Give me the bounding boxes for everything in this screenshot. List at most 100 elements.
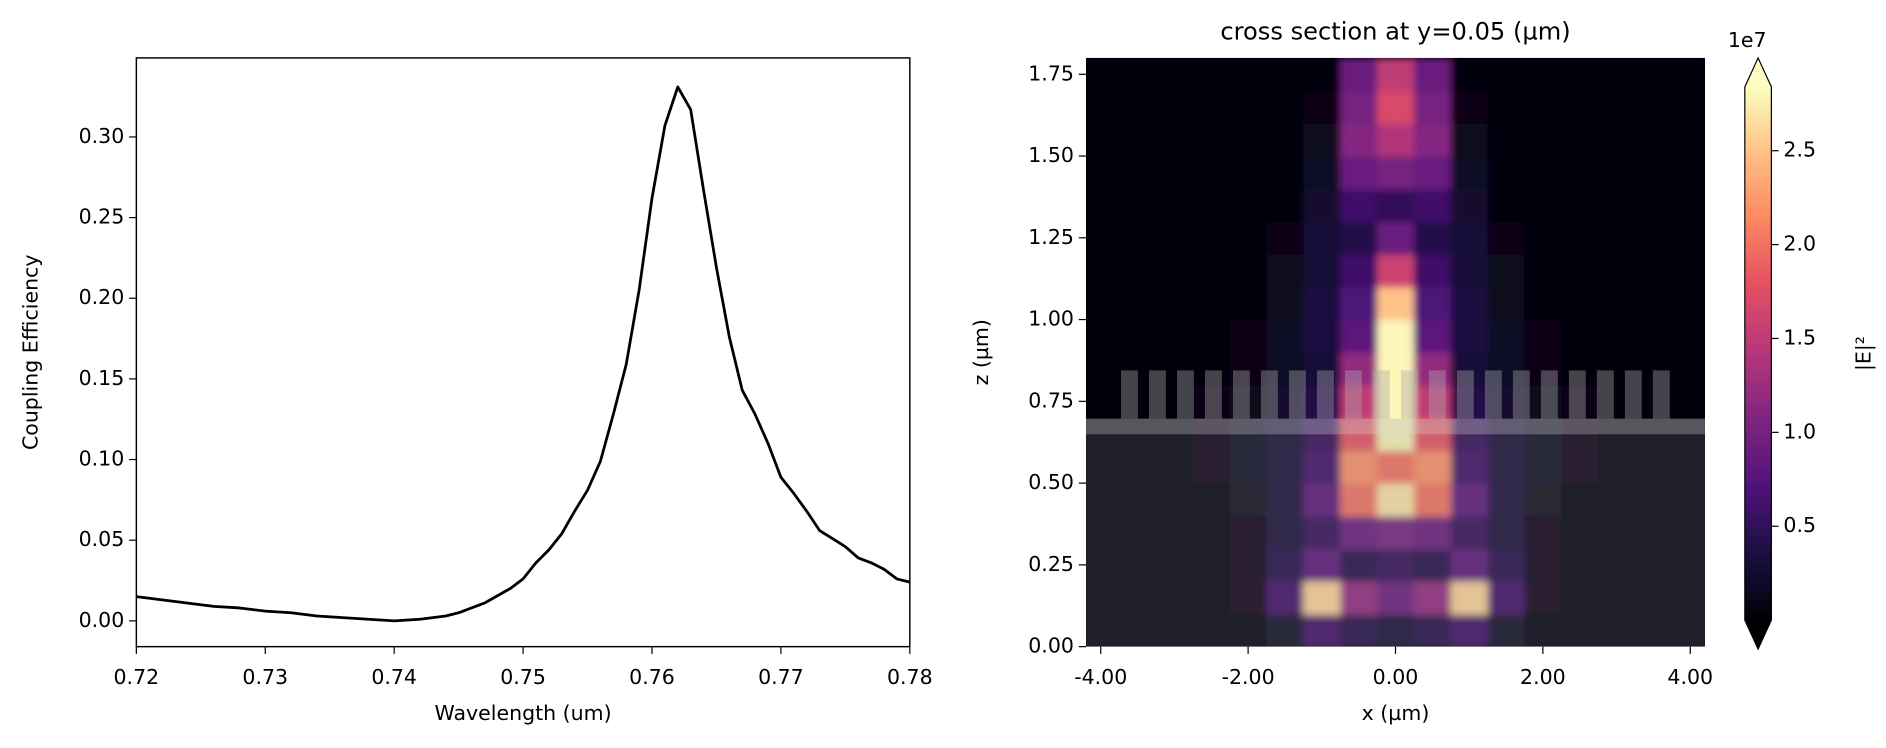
heat-cell xyxy=(1085,221,1120,255)
heat-cell xyxy=(1155,57,1194,92)
x-tick-label: 0.78 xyxy=(887,665,933,689)
colorbar-band xyxy=(1744,371,1772,377)
heat-cell xyxy=(1155,90,1194,124)
heat-cell xyxy=(1155,319,1194,353)
colorbar-band xyxy=(1744,437,1772,444)
heat-cell xyxy=(1634,123,1673,157)
heat-cell xyxy=(1119,515,1157,550)
heat-cell xyxy=(1303,286,1341,321)
heat-cell xyxy=(1119,319,1157,353)
heat-cell xyxy=(1561,613,1599,647)
colorbar-band xyxy=(1744,504,1772,510)
heat-cell xyxy=(1413,548,1452,582)
heat-cell xyxy=(1634,286,1673,321)
heat-cell xyxy=(1413,254,1452,288)
heat-cell xyxy=(1487,221,1526,255)
x-axis-label: Wavelength (um) xyxy=(435,701,612,725)
heat-cell xyxy=(1266,57,1304,92)
colorbar-band xyxy=(1744,397,1772,404)
heat-cell xyxy=(1340,156,1378,190)
colorbar-band xyxy=(1744,486,1772,492)
heat-cell xyxy=(1155,613,1194,647)
colorbar-band xyxy=(1744,295,1772,301)
grating-tooth xyxy=(1288,370,1306,419)
y-tick-label: 0.00 xyxy=(1028,634,1074,658)
heat-cell xyxy=(1487,352,1526,386)
heat-cell xyxy=(1229,57,1268,92)
colorbar-tick-label: 1.5 xyxy=(1783,325,1816,349)
colorbar-band xyxy=(1744,189,1772,195)
heat-cell xyxy=(1229,352,1268,386)
heat-cell xyxy=(1671,188,1706,223)
colorbar-band xyxy=(1744,300,1772,306)
colorbar-band xyxy=(1744,277,1772,284)
colorbar-band xyxy=(1744,389,1772,395)
heat-cell xyxy=(1450,90,1489,124)
heat-cell xyxy=(1413,515,1452,550)
heat-cell xyxy=(1085,450,1120,484)
heat-cell xyxy=(1340,286,1378,321)
heat-cell xyxy=(1524,254,1562,288)
colorbar-band xyxy=(1744,340,1772,346)
heat-cell xyxy=(1598,548,1636,582)
colorbar-band xyxy=(1744,202,1772,208)
heat-cell xyxy=(1561,515,1599,550)
heat-cell xyxy=(1119,581,1157,615)
grating-tooth xyxy=(1148,370,1166,419)
line xyxy=(136,85,911,623)
heat-cell xyxy=(1487,319,1526,353)
heat-cell xyxy=(1524,417,1562,452)
colorbar-band xyxy=(1744,584,1772,590)
heat-cell xyxy=(1671,613,1706,647)
heat-cell xyxy=(1598,450,1636,484)
grating-tooth xyxy=(1540,370,1558,419)
heat-cell xyxy=(1340,57,1378,92)
grating-tooth xyxy=(1400,370,1418,419)
colorbar-band xyxy=(1744,171,1772,177)
colorbar-band xyxy=(1744,149,1772,155)
heat-cell xyxy=(1450,352,1489,386)
heat-cell xyxy=(1413,156,1452,190)
heat-cell xyxy=(1303,57,1341,92)
heat-cell xyxy=(1671,57,1706,92)
heat-cell xyxy=(1450,319,1489,353)
heat-cell xyxy=(1340,581,1378,615)
colorbar-band xyxy=(1744,175,1772,181)
colorbar-band xyxy=(1744,322,1772,328)
colorbar-band xyxy=(1744,589,1772,595)
colorbar-band xyxy=(1744,117,1772,124)
y-tick-label: 0.20 xyxy=(79,285,125,309)
heat-cell xyxy=(1229,450,1268,484)
heat-cell xyxy=(1266,483,1304,517)
heat-cell xyxy=(1450,450,1489,484)
heat-cell xyxy=(1229,254,1268,288)
y-tick-label: 0.15 xyxy=(79,366,125,390)
heat-cell xyxy=(1450,123,1489,157)
y-tick-label: 0.10 xyxy=(79,447,125,471)
heat-cell xyxy=(1598,286,1636,321)
x-tick-label: 2.00 xyxy=(1520,665,1566,689)
colorbar-band xyxy=(1744,522,1772,528)
heat-cell xyxy=(1119,90,1157,124)
colorbar-band xyxy=(1744,406,1772,412)
colorbar-band xyxy=(1744,597,1772,604)
heat-cell xyxy=(1450,156,1489,190)
heat-cell xyxy=(1155,548,1194,582)
heat-cell xyxy=(1671,286,1706,321)
heat-cell xyxy=(1671,90,1706,124)
heat-cell xyxy=(1377,450,1415,484)
heat-cell xyxy=(1377,352,1415,386)
heat-cell xyxy=(1524,57,1562,92)
heat-cell xyxy=(1524,613,1562,647)
heat-cell xyxy=(1155,156,1194,190)
colorbar-band xyxy=(1744,602,1772,608)
heat-cell xyxy=(1377,319,1415,353)
heat-cell xyxy=(1155,286,1194,321)
heat-cell xyxy=(1155,483,1194,517)
colorbar-band xyxy=(1744,540,1772,546)
heat-cell xyxy=(1598,57,1636,92)
colorbar-band xyxy=(1744,140,1772,146)
heat-cell xyxy=(1634,57,1673,92)
colorbar-band xyxy=(1744,309,1772,315)
colorbar-tick-label: 2.0 xyxy=(1783,232,1816,256)
